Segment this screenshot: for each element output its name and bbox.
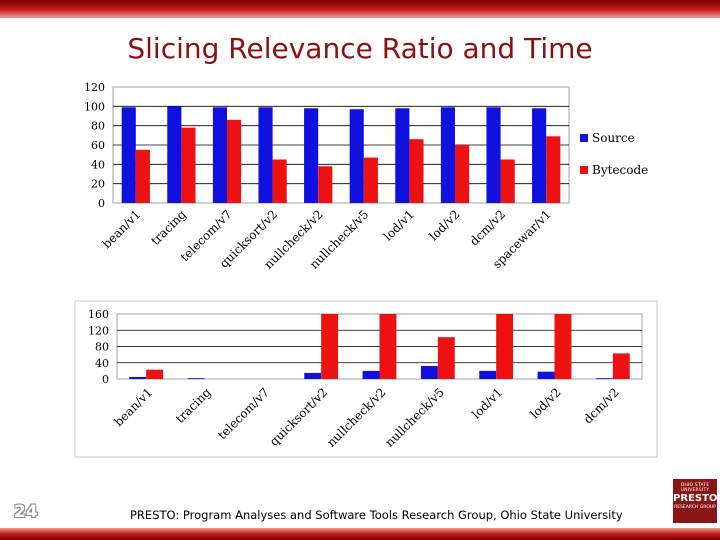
chart1-bar	[272, 159, 287, 203]
chart1-legend-swatch	[580, 134, 588, 142]
chart1-bar	[532, 108, 547, 203]
chart2-y-tick-label: 40	[95, 357, 109, 370]
chart1-bar	[227, 119, 242, 203]
chart1-y-tick-label: 120	[84, 81, 105, 94]
chart1-bar	[395, 108, 410, 203]
logo-line-group: RESEARCH GROUP	[674, 505, 716, 510]
chart2-bar	[612, 353, 630, 379]
chart1-bar	[304, 108, 319, 203]
chart2-y-tick-label: 80	[95, 341, 109, 354]
chart1-bar	[349, 109, 364, 203]
chart1-bar	[212, 107, 227, 203]
logo-line-presto: PRESTO	[673, 493, 718, 504]
presto-logo: OHIO STATE UNIVERSITY PRESTO RESEARCH GR…	[673, 479, 717, 523]
chart2-bar	[496, 314, 514, 379]
chart1-legend-swatch	[580, 166, 588, 174]
chart2-bar	[146, 369, 164, 379]
logo-line-university: OHIO STATE UNIVERSITY	[680, 483, 710, 493]
chart2-bar	[379, 314, 397, 379]
chart2-bar	[362, 370, 380, 379]
chart2-y-tick-label: 120	[88, 324, 109, 337]
chart2-bar	[129, 376, 147, 379]
chart1-y-tick-label: 100	[84, 100, 105, 113]
chart2-bar	[437, 337, 455, 379]
chart1-bar	[546, 136, 561, 203]
chart1-bar	[363, 157, 378, 203]
chart2-bar	[537, 371, 555, 379]
chart2-bar	[595, 378, 613, 379]
chart1-y-tick-label: 60	[91, 139, 105, 152]
chart1-legend-label: Source	[592, 131, 635, 145]
chart1-bar	[318, 166, 333, 203]
chart2-bar	[420, 366, 438, 379]
top-banner-bar	[0, 0, 720, 18]
chart1-bar	[258, 107, 273, 203]
chart1-bar	[409, 139, 424, 203]
chart1-y-tick-label: 40	[91, 158, 105, 171]
chart1-bar	[135, 149, 150, 203]
chart2-y-tick-label: 160	[88, 308, 109, 321]
chart2-y-tick-label: 0	[102, 373, 109, 386]
chart1-y-tick-label: 0	[98, 197, 105, 210]
chart1-bar	[181, 127, 196, 203]
chart1-bar	[121, 107, 136, 203]
chart2-bar	[187, 378, 205, 379]
chart1-bar	[455, 145, 470, 203]
chart1-legend-label: Bytecode	[592, 163, 648, 177]
chart2-bar	[321, 314, 339, 379]
chart1-bar	[486, 107, 501, 203]
chart1-bar	[167, 106, 182, 203]
chart2-bar	[554, 314, 572, 379]
chart2-bar	[304, 372, 322, 379]
page-number: 24	[14, 502, 38, 522]
slide-title: Slicing Relevance Ratio and Time	[127, 32, 593, 65]
chart1-bar	[500, 159, 515, 203]
chart2-bar	[479, 370, 497, 379]
chart1-y-tick-label: 20	[91, 178, 105, 191]
footer-text: PRESTO: Program Analyses and Software To…	[130, 508, 623, 522]
chart1-bar	[440, 107, 455, 203]
bottom-banner-bar	[0, 528, 720, 540]
chart1-y-tick-label: 80	[91, 120, 105, 133]
